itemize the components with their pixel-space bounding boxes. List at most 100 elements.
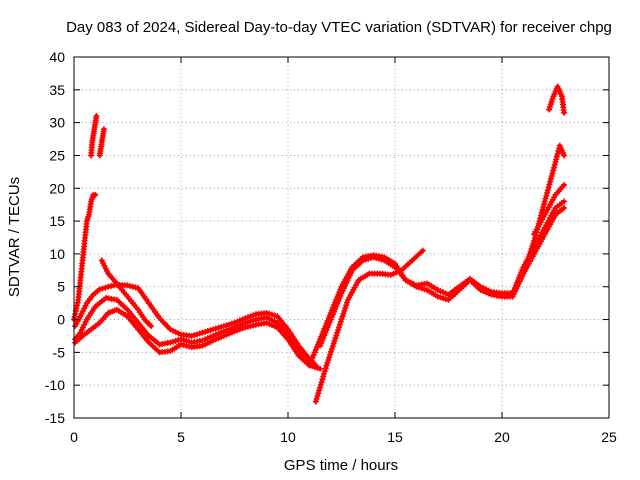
data-point [547,178,554,185]
data-point [527,248,534,255]
data-point [336,321,343,328]
data-point [318,379,325,386]
y-tick-label: 0 [57,312,65,328]
data-point [327,348,334,355]
data-point [551,161,558,168]
data-point [541,201,548,208]
data-point [561,152,568,159]
y-tick-label: -5 [53,344,66,360]
data-point [317,365,324,372]
data-point [319,376,326,383]
data-point [523,262,530,269]
y-tick-label: 35 [49,82,65,98]
data-point [323,362,330,369]
data-point [340,310,347,317]
y-tick-label: 15 [49,213,65,229]
data-point [545,184,552,191]
data-point [326,354,333,361]
chart-title: Day 083 of 2024, Sidereal Day-to-day VTE… [66,19,612,36]
y-axis-label: SDTVAR / TECUs [6,177,23,297]
data-point [148,323,155,330]
data-point [337,318,344,325]
x-axis-label: GPS time / hours [284,457,398,474]
series-track-h [312,247,426,405]
x-tick-label: 20 [494,429,510,445]
data-point [313,395,320,402]
data-point [561,198,568,205]
data-point [523,259,530,266]
data-point [547,175,554,182]
data-point [328,346,335,353]
grid [74,57,609,418]
data-point [343,302,350,309]
data-point [550,167,557,174]
data-point [546,181,553,188]
data-point [96,286,103,293]
series-track-l [531,181,568,238]
y-tick-label: 10 [49,246,65,262]
data-point [324,359,331,366]
data-point [550,164,557,171]
data-point [316,387,323,394]
data-point [314,393,321,400]
series-track-d [72,281,319,369]
series-track-m [546,83,568,116]
data-point [322,365,329,372]
y-tick-label: 20 [49,180,65,196]
data-point [333,332,340,339]
series-track-b [88,113,100,159]
data-point [320,373,327,380]
data-point [543,192,550,199]
data-point [100,126,107,133]
data-point [312,398,319,405]
data-series [71,83,568,405]
data-point [329,343,336,350]
data-point [540,204,547,211]
data-point [321,368,328,375]
data-point [525,254,532,261]
data-point [553,153,560,160]
data-point [561,109,568,116]
data-point [520,270,527,277]
data-point [342,305,349,312]
series-track-g [98,257,155,330]
x-tick-label: 5 [177,429,185,445]
y-tick-label: -15 [45,410,65,426]
data-point [530,240,537,247]
x-tick-label: 10 [280,429,296,445]
series-line [318,205,567,348]
data-point [552,159,559,166]
data-point [548,173,555,180]
data-point [331,337,338,344]
data-point [528,245,535,252]
data-point [327,351,334,358]
x-tick-label: 25 [601,429,617,445]
plot-frame [73,56,610,419]
data-point [544,187,551,194]
data-point [336,324,343,331]
data-point [332,335,339,342]
data-point [92,191,99,198]
data-point [330,340,337,347]
series-track-f [72,306,313,369]
data-point [99,285,106,292]
data-point [524,256,531,263]
x-tick-label: 15 [387,429,403,445]
data-point [521,267,528,274]
series-track-j [317,204,568,349]
data-point [553,156,560,163]
data-point [549,170,556,177]
data-point [102,284,109,291]
data-point [338,315,345,322]
data-point [526,251,533,258]
data-point [93,113,100,120]
data-point [554,150,561,157]
data-point [321,370,328,377]
y-tick-label: 30 [49,115,65,131]
data-point [315,390,322,397]
data-point [316,384,323,391]
data-point [334,329,341,336]
y-tick-label: 40 [49,49,65,65]
data-point [339,313,346,320]
